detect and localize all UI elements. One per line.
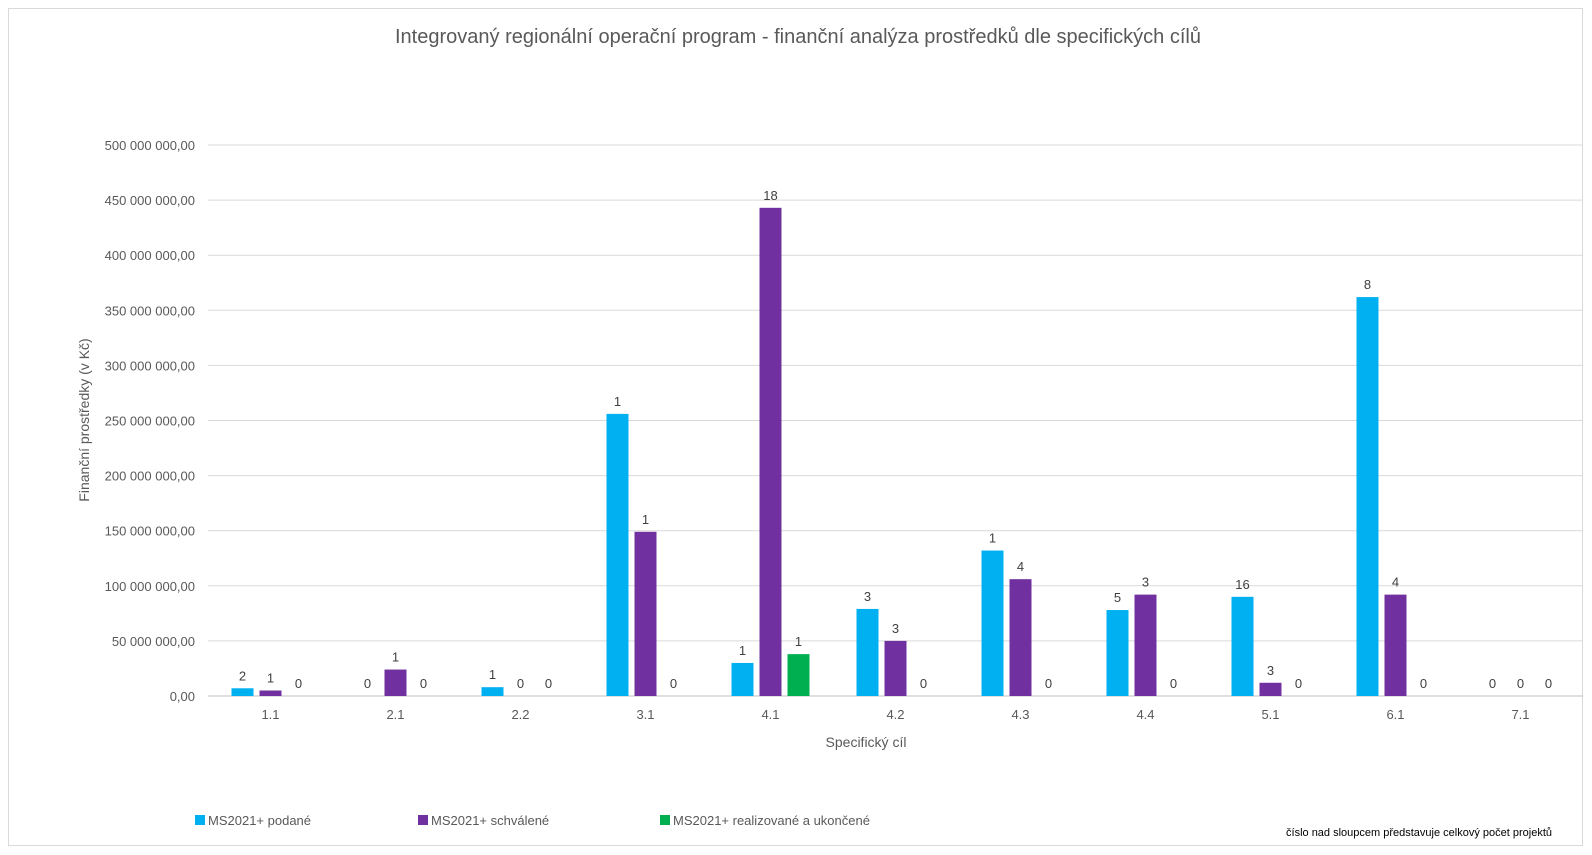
bar xyxy=(1231,596,1254,696)
bar-label: 1 xyxy=(739,643,746,658)
bar xyxy=(1356,297,1379,696)
chart-note: číslo nad sloupcem představuje celkový p… xyxy=(1286,827,1552,839)
bar-label: 3 xyxy=(1267,663,1274,678)
bar-label: 3 xyxy=(1142,575,1149,590)
bar xyxy=(1259,682,1282,696)
x-tick-label: 5.1 xyxy=(1261,707,1279,722)
y-tick-label: 200 000 000,00 xyxy=(105,469,195,484)
bar-label: 0 xyxy=(364,676,371,691)
y-tick-label: 50 000 000,00 xyxy=(112,634,195,649)
x-axis-title: Specifický cíl xyxy=(826,734,907,750)
bar-label: 0 xyxy=(517,676,524,691)
data-labels: 2 1 0 0 1 0 1 0 0 1 1 0 1 18 1 3 3 0 1 4 0 5 3 0 16 3 0 8 4 0 0 0 0 xyxy=(239,188,1552,691)
legend-item: MS2021+ schválené xyxy=(418,813,549,828)
y-tick-label: 150 000 000,00 xyxy=(105,524,195,539)
x-tick-label: 3.1 xyxy=(636,707,654,722)
bar-label: 0 xyxy=(545,676,552,691)
bar xyxy=(259,690,282,696)
bar-label: 0 xyxy=(1517,676,1524,691)
y-tick-label: 400 000 000,00 xyxy=(105,248,195,263)
y-tick-label: 100 000 000,00 xyxy=(105,579,195,594)
bar xyxy=(1384,594,1407,696)
chart-title: Integrovaný regionální operační program … xyxy=(395,26,1201,48)
legend-label: MS2021+ realizované a ukončené xyxy=(673,813,870,828)
y-tick-label: 300 000 000,00 xyxy=(105,358,195,373)
bar-label: 0 xyxy=(295,676,302,691)
bar-label: 1 xyxy=(795,634,802,649)
x-tick-label: 6.1 xyxy=(1386,707,1404,722)
bar-label: 4 xyxy=(1017,559,1024,574)
chart-frame xyxy=(8,8,1583,846)
x-tick-label: 4.4 xyxy=(1136,707,1154,722)
x-tick-label: 1.1 xyxy=(261,707,279,722)
bar xyxy=(981,550,1004,696)
bar-label: 16 xyxy=(1235,577,1249,592)
bar-label: 0 xyxy=(670,676,677,691)
bar-label: 0 xyxy=(1045,676,1052,691)
bar xyxy=(1009,579,1032,696)
bar-label: 0 xyxy=(1170,676,1177,691)
bar-label: 0 xyxy=(1489,676,1496,691)
bar xyxy=(634,531,657,696)
bar xyxy=(384,669,407,696)
x-axis-ticks: 1.1 2.1 2.2 3.1 4.1 4.2 4.3 4.4 5.1 6.1 7.1 xyxy=(261,707,1529,722)
legend-item: MS2021+ realizované a ukončené xyxy=(660,813,870,828)
y-axis-ticks: 0,00 50 000 000,00 100 000 000,00 150 000 0… xyxy=(105,138,195,704)
bar-label: 1 xyxy=(267,670,274,685)
bar xyxy=(1134,594,1157,696)
y-tick-label: 450 000 000,00 xyxy=(105,193,195,208)
gridlines xyxy=(208,144,1583,697)
bar xyxy=(731,662,754,696)
legend-label: MS2021+ podané xyxy=(208,813,311,828)
legend-label: MS2021+ schválené xyxy=(431,813,549,828)
bar-label: 3 xyxy=(892,621,899,636)
bar xyxy=(231,688,254,696)
bar-label: 1 xyxy=(614,394,621,409)
x-tick-label: 4.2 xyxy=(886,707,904,722)
bar xyxy=(1106,610,1129,696)
bar-label: 1 xyxy=(989,531,996,546)
bar-label: 2 xyxy=(239,668,246,683)
bar-label: 8 xyxy=(1364,277,1371,292)
y-tick-label: 500 000 000,00 xyxy=(105,138,195,153)
legend-swatch xyxy=(195,815,205,825)
bar-label: 5 xyxy=(1114,590,1121,605)
y-tick-label: 0,00 xyxy=(170,689,195,704)
x-tick-label: 7.1 xyxy=(1511,707,1529,722)
legend-swatch xyxy=(418,815,428,825)
y-tick-label: 250 000 000,00 xyxy=(105,414,195,429)
bar xyxy=(787,654,810,696)
bar-label: 1 xyxy=(392,650,399,665)
y-axis-title: Finanční prostředky (v Kč) xyxy=(76,338,92,501)
bar-label: 3 xyxy=(864,589,871,604)
bar-label: 0 xyxy=(1420,676,1427,691)
bar-label: 18 xyxy=(763,188,777,203)
x-tick-label: 2.2 xyxy=(511,707,529,722)
x-tick-label: 4.1 xyxy=(761,707,779,722)
x-tick-label: 2.1 xyxy=(386,707,404,722)
legend-swatch xyxy=(660,815,670,825)
legend: MS2021+ podané MS2021+ schválené MS2021+ r… xyxy=(195,813,870,828)
bar-label: 1 xyxy=(489,667,496,682)
bar xyxy=(606,413,629,696)
bar-label: 1 xyxy=(642,512,649,527)
legend-item: MS2021+ podané xyxy=(195,813,311,828)
bar-label: 0 xyxy=(1545,676,1552,691)
bar xyxy=(856,608,879,696)
bar-label: 4 xyxy=(1392,575,1399,590)
bar xyxy=(884,640,907,696)
bar-label: 0 xyxy=(920,676,927,691)
bar xyxy=(759,207,782,696)
bar xyxy=(481,687,504,696)
bar-label: 0 xyxy=(420,676,427,691)
bars xyxy=(231,207,1407,696)
bar-label: 0 xyxy=(1295,676,1302,691)
y-tick-label: 350 000 000,00 xyxy=(105,303,195,318)
x-tick-label: 4.3 xyxy=(1011,707,1029,722)
